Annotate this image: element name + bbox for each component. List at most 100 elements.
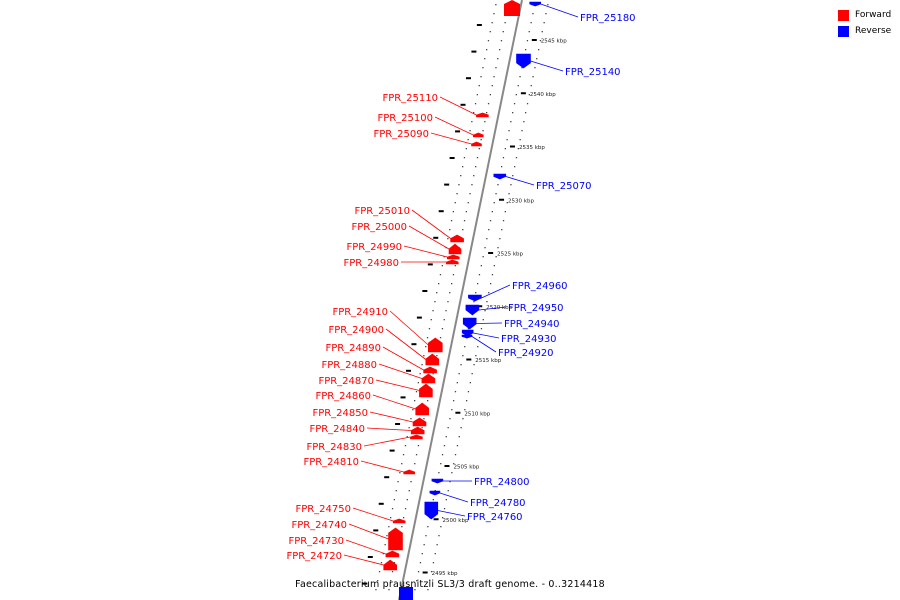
track-dot [445,499,447,501]
gene-arrow-forward[interactable] [385,550,400,558]
gene-label[interactable]: FPR_24870 [318,376,374,387]
gene-arrow-forward[interactable] [410,426,425,435]
gene-arrow-reverse[interactable] [462,317,477,330]
gene-features [383,0,542,600]
gene-label[interactable]: FPR_25070 [536,181,592,192]
gene-label[interactable]: FPR_24910 [332,307,388,318]
gene-arrow-reverse[interactable] [529,1,542,7]
track-dot [547,4,549,6]
gene-arrow-forward[interactable] [412,417,427,427]
track-dot [467,202,469,204]
track-dot [495,256,497,258]
gene-label[interactable]: FPR_24740 [291,520,347,531]
track-dot [488,229,490,231]
gene-label[interactable]: FPR_24730 [288,536,344,547]
gene-arrow-forward[interactable] [423,366,437,374]
gene-arrow-reverse[interactable] [465,304,480,316]
gene-label[interactable]: FPR_24800 [474,477,530,488]
gene-arrow-reverse[interactable] [424,501,439,520]
track-dot [480,76,482,78]
gene-arrow-forward[interactable] [410,434,423,440]
gene-label[interactable]: FPR_24980 [343,258,399,269]
track-dot [489,31,491,33]
track-dot [447,427,449,429]
track-dot [438,535,440,537]
gene-label[interactable]: FPR_25090 [373,129,429,140]
gene-leader-line [481,284,511,299]
track-dot [478,274,481,276]
track-dot [486,301,488,303]
gene-label[interactable]: FPR_24760 [467,512,523,523]
gene-leader-line [403,245,448,258]
track-dot [441,454,444,456]
gene-arrow-forward[interactable] [445,259,459,265]
map-caption: Faecalibacterium prausnitzii SL3/3 draft… [295,579,605,590]
track-dot [473,112,475,114]
gene-arrow-forward[interactable] [446,254,460,260]
gene-label[interactable]: FPR_24930 [501,334,557,345]
gene-label[interactable]: FPR_24810 [303,457,359,468]
track-dot [399,472,401,474]
gene-label[interactable]: FPR_25140 [565,67,621,78]
gene-label[interactable]: FPR_24990 [346,242,402,253]
gene-arrow-reverse[interactable] [461,334,473,339]
gene-arrow-forward[interactable] [450,234,464,243]
gene-arrow-forward[interactable] [471,141,482,147]
gene-arrow-reverse[interactable] [468,294,482,302]
gene-label[interactable]: FPR_24920 [498,348,554,359]
gene-arrow-forward[interactable] [415,402,430,416]
gene-arrow-reverse[interactable] [431,478,444,484]
gene-leader-line [540,3,579,18]
gene-label[interactable]: FPR_25000 [351,222,407,233]
gene-arrow-reverse[interactable] [493,173,507,180]
gene-label[interactable]: FPR_25010 [354,206,410,217]
track-dot [532,76,534,78]
track-dot [510,121,512,123]
gene-arrow-reverse[interactable] [399,587,413,600]
gene-label[interactable]: FPR_24720 [286,551,342,562]
track-dot [403,517,405,519]
gene-label[interactable]: FPR_24950 [508,303,564,314]
gene-arrow-forward[interactable] [403,469,416,475]
gene-arrow-forward[interactable] [504,0,520,16]
gene-arrow-forward[interactable] [392,518,406,524]
gene-label[interactable]: FPR_24900 [328,325,384,336]
gene-arrow-forward[interactable] [419,383,433,398]
gene-arrow-reverse[interactable] [461,329,474,337]
scale-tick-label: 2500 kbp [443,518,469,524]
gene-label[interactable]: FPR_24780 [470,498,526,509]
gene-label[interactable]: FPR_24860 [315,391,371,402]
gene-label[interactable]: FPR_24750 [295,504,351,515]
gene-arrow-forward[interactable] [421,373,436,384]
gene-arrow-forward[interactable] [472,132,484,138]
gene-arrow-forward[interactable] [476,112,489,118]
track-dot [491,211,493,213]
gene-label[interactable]: FPR_25180 [580,13,636,24]
scale-tick-label: 2530 kbp [508,198,534,204]
gene-label[interactable]: FPR_24840 [309,424,365,435]
gene-arrow-forward[interactable] [425,353,440,366]
minor-tick-mark [427,263,433,266]
scale-tick-mark [531,39,537,41]
gene-arrow-reverse[interactable] [429,490,441,496]
gene-leader-line [352,507,394,522]
gene-label[interactable]: FPR_24960 [512,281,568,292]
gene-label[interactable]: FPR_24850 [312,408,368,419]
gene-arrow-forward[interactable] [427,337,443,353]
gene-label[interactable]: FPR_24880 [321,360,377,371]
track-dot [523,121,525,123]
track-dot [488,292,490,294]
gene-arrow-forward[interactable] [383,559,398,571]
legend: Forward Reverse [838,8,891,40]
gene-label[interactable]: FPR_25100 [377,113,433,124]
gene-leader-line [476,322,503,324]
gene-label[interactable]: FPR_24890 [325,343,381,354]
track-dot [475,355,477,357]
gene-arrow-reverse[interactable] [516,53,531,69]
gene-arrow-forward[interactable] [388,527,403,551]
gene-arrow-forward[interactable] [448,243,462,255]
gene-label[interactable]: FPR_24940 [504,319,560,330]
gene-label[interactable]: FPR_25110 [382,93,438,104]
gene-label[interactable]: FPR_24830 [306,442,362,453]
track-dot [443,256,445,258]
